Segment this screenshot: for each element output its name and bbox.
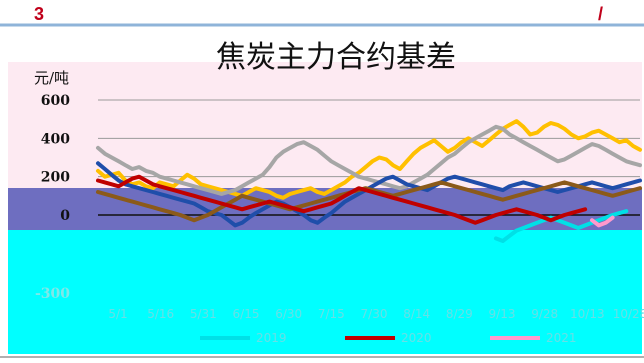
series-line-2019 — [493, 209, 629, 243]
legend-label-2020: 2020 — [401, 331, 432, 345]
x-tick-label: 9/28 — [531, 307, 558, 321]
page-number: 3 — [34, 4, 45, 24]
x-tick-label: 8/29 — [446, 307, 473, 321]
x-tick-label: 6/15 — [233, 307, 260, 321]
series-lines — [96, 119, 642, 243]
y-tick-label: 200 — [41, 170, 70, 186]
x-tick-labels: 5/1 5/16 5/31 6/15 6/30 7/15 7/30 8/14 8/29 9/13 9… — [108, 307, 644, 321]
x-tick-label: 10/13 — [570, 307, 605, 321]
series-line-2021 — [590, 215, 615, 228]
y-tick-label: 0 — [60, 208, 70, 224]
slash-mark: / — [598, 4, 604, 24]
y-tick-label: 600 — [41, 93, 70, 109]
legend-label-2019: 2019 — [256, 331, 287, 345]
x-tick-label: 5/16 — [147, 307, 174, 321]
x-tick-label: 9/13 — [489, 307, 516, 321]
legend-label-2021: 2021 — [546, 331, 577, 345]
y-axis-label: 元/吨 — [34, 69, 69, 87]
x-tick-label: 7/30 — [361, 307, 388, 321]
x-tick-label: 8/14 — [403, 307, 430, 321]
y-tick-labels: -300 0 200 400 600 — [35, 93, 70, 302]
x-tick-label: 6/30 — [275, 307, 302, 321]
x-tick-label: 5/1 — [108, 307, 127, 321]
x-tick-label: 7/15 — [318, 307, 345, 321]
y-tick-label: -300 — [35, 286, 70, 302]
legend: 2019 2020 2021 — [200, 331, 577, 345]
band-cyan — [8, 230, 642, 354]
x-tick-label: 5/31 — [190, 307, 217, 321]
x-tick-label: 10/28 — [613, 307, 644, 321]
series-line-2016 — [96, 124, 642, 196]
chart-title: 焦炭主力合约基差 — [216, 40, 456, 75]
series-line-2015 — [96, 119, 642, 200]
y-tick-label: 400 — [41, 131, 70, 147]
series-line-2020 — [96, 174, 588, 225]
